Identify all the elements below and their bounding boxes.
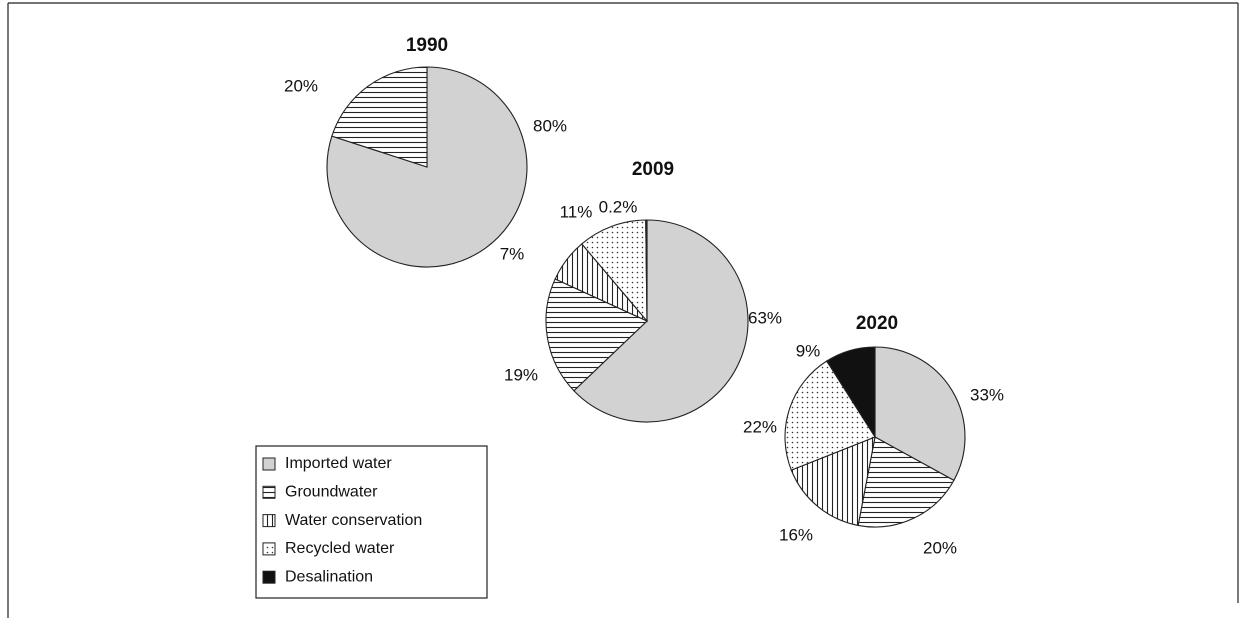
pie-title: 2009 — [632, 159, 674, 180]
slice-label: 80% — [533, 116, 567, 135]
slice-label: 20% — [923, 538, 957, 557]
legend-swatch — [262, 485, 276, 499]
legend-label: Groundwater — [285, 484, 378, 501]
legend-swatch — [262, 570, 276, 584]
pie-slice — [857, 436, 955, 528]
frame — [7, 2, 1239, 618]
legend-label: Recycled water — [285, 540, 395, 557]
slice-label: 9% — [796, 341, 821, 360]
legend-swatch — [262, 457, 276, 471]
legend-swatch — [262, 514, 276, 528]
pie-title: 1990 — [406, 35, 448, 56]
slice-label: 7% — [500, 244, 525, 263]
slice-label: 16% — [779, 525, 813, 544]
legend-label: Desalination — [285, 568, 373, 585]
legend-box — [255, 445, 488, 599]
legend-swatch — [262, 542, 276, 556]
slice-label: 20% — [284, 76, 318, 95]
slice-label: 0.2% — [599, 197, 638, 216]
pie-slice — [580, 219, 648, 323]
pie-slice — [826, 346, 876, 439]
pie-slice — [874, 346, 966, 482]
slice-label: 22% — [743, 417, 777, 436]
slice-label: 11% — [560, 202, 593, 221]
pie-slice — [790, 436, 876, 527]
pie-slice — [331, 66, 428, 168]
pie-slice — [545, 278, 648, 392]
slice-label: 19% — [504, 365, 538, 384]
pie-slice — [645, 219, 648, 322]
pie-title: 2020 — [856, 313, 898, 334]
pie-slice — [573, 219, 749, 423]
legend-label: Water conservation — [285, 512, 422, 529]
legend-label: Imported water — [285, 455, 392, 472]
slice-label: 63% — [748, 308, 782, 327]
slice-label: 33% — [970, 385, 1004, 404]
pie-slice — [784, 360, 876, 471]
